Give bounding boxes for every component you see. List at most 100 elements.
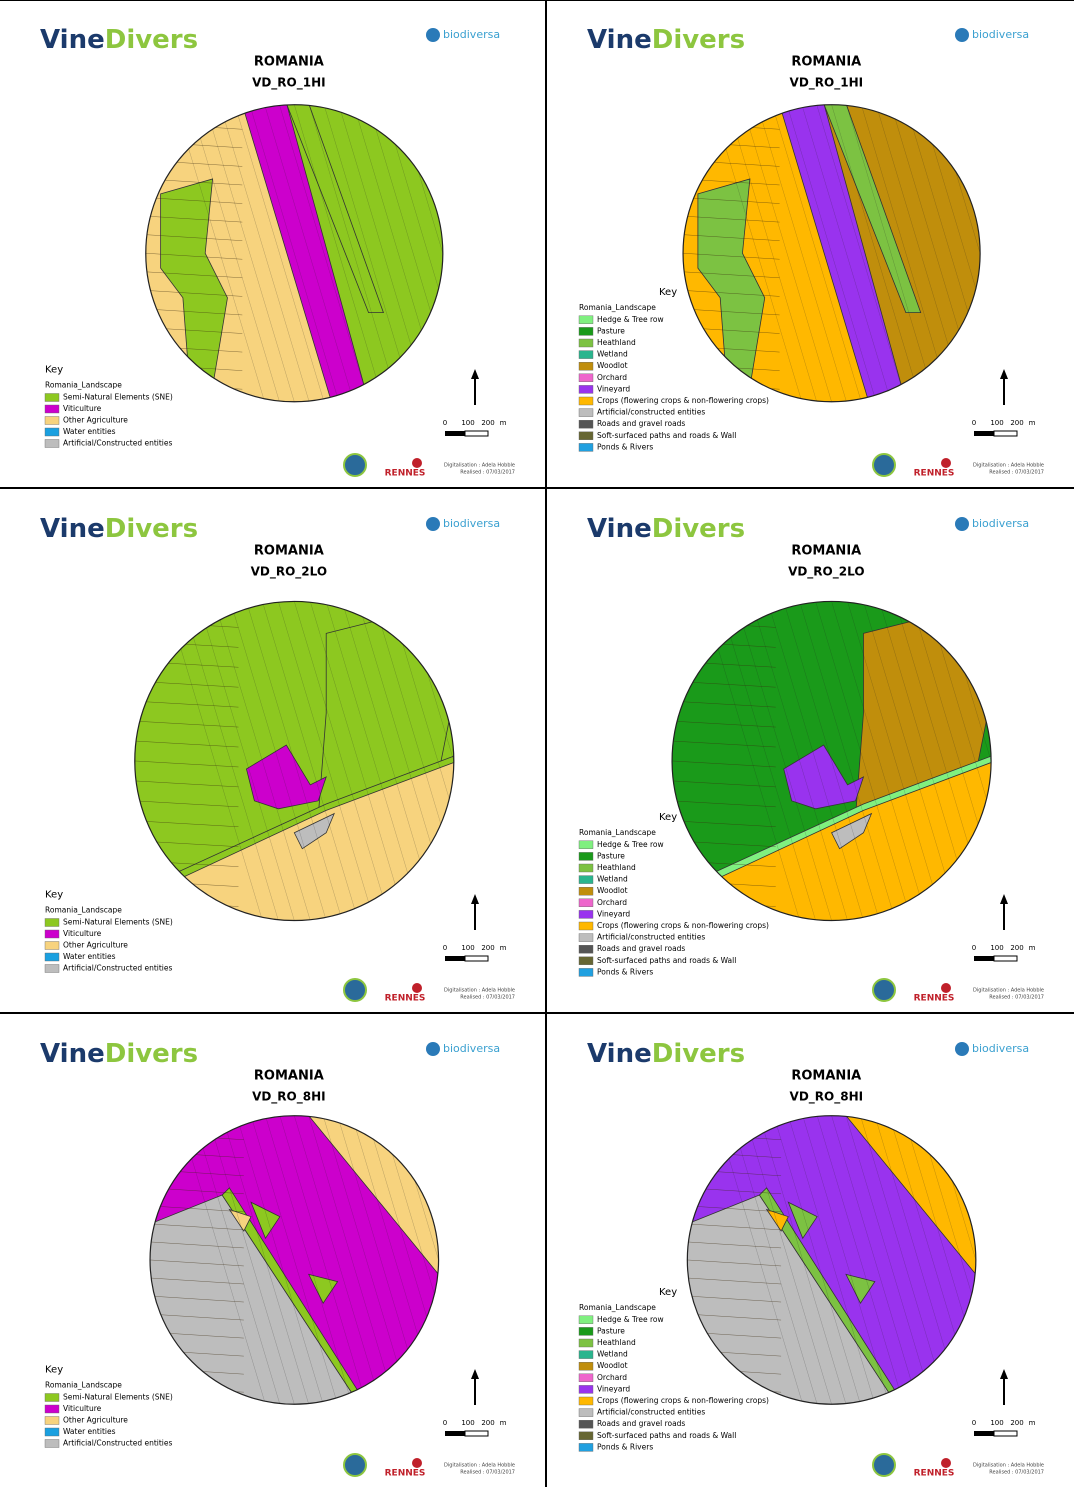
legend-swatch bbox=[578, 350, 594, 359]
legend-label: Wetland bbox=[597, 350, 628, 359]
legend-label: Soft-surfaced paths and roads & Wall bbox=[597, 431, 736, 440]
parcel-boundary bbox=[672, 780, 776, 788]
land-parcel bbox=[758, 1187, 905, 1405]
scale-label: 0 bbox=[443, 944, 447, 952]
parcel-boundary bbox=[326, 601, 423, 921]
legend-swatch bbox=[44, 929, 60, 939]
legend-label: Wetland bbox=[597, 1350, 628, 1359]
parcel-boundary bbox=[219, 104, 310, 402]
parcel-boundary bbox=[230, 601, 327, 921]
parcel-boundary bbox=[786, 104, 877, 402]
legend-swatch bbox=[578, 1385, 594, 1394]
credit: Digitalisation : Adela Hobble bbox=[444, 988, 515, 994]
parcel-boundary bbox=[246, 601, 343, 921]
scale-label: 100 bbox=[990, 944, 1003, 952]
scale-label: m bbox=[500, 1419, 507, 1427]
legend-swatch bbox=[578, 1315, 594, 1324]
credit: Digitalisation : Adela Hobble bbox=[444, 1463, 515, 1469]
legend-label: Ponds & Rivers bbox=[597, 442, 653, 451]
key-title: Key bbox=[45, 890, 63, 901]
university-emblem bbox=[412, 1458, 422, 1468]
divider bbox=[545, 0, 547, 1487]
university-name: RENNES bbox=[914, 1469, 955, 1479]
parcel-boundary bbox=[683, 234, 780, 241]
scale-bar bbox=[993, 955, 1018, 962]
parcel-boundary bbox=[294, 104, 384, 402]
parcel-boundary bbox=[221, 1115, 309, 1405]
legend-swatch bbox=[578, 1396, 594, 1406]
parcel-boundary bbox=[145, 215, 243, 223]
parcel-boundary bbox=[150, 1205, 244, 1213]
parcel-boundary bbox=[380, 1115, 439, 1405]
legend-label: Other Agriculture bbox=[63, 416, 128, 425]
legend-label: Hedge & Tree row bbox=[597, 840, 664, 849]
scale-label: m bbox=[1029, 419, 1036, 427]
land-parcel bbox=[221, 1187, 368, 1405]
logo: VineDivers bbox=[40, 514, 198, 544]
parcel-boundary bbox=[204, 104, 295, 402]
university-emblem bbox=[941, 983, 951, 993]
key-title: Key bbox=[659, 1287, 677, 1298]
partner-name: biodiversa bbox=[443, 28, 500, 41]
logo-vine: Vine bbox=[587, 514, 652, 544]
legend-label: Semi-Natural Elements (SNE) bbox=[63, 1393, 173, 1402]
site-code: VD_RO_8HI bbox=[790, 1090, 864, 1105]
parcel-boundary bbox=[715, 1115, 803, 1405]
scale-label: 200 bbox=[1010, 419, 1023, 427]
parcel-boundary bbox=[145, 197, 243, 204]
scale-bar bbox=[974, 956, 994, 961]
scale-label: 0 bbox=[972, 419, 976, 427]
partner-name: biodiversa bbox=[443, 517, 500, 530]
key-layer: Romania_Landscape bbox=[45, 906, 122, 915]
parcel-boundary bbox=[145, 234, 243, 241]
parcel-boundary bbox=[150, 1223, 244, 1231]
parcel-boundary bbox=[150, 1259, 244, 1267]
parcel-boundary bbox=[816, 1115, 904, 1405]
site-code: VD_RO_1HI bbox=[252, 76, 326, 91]
parcel-boundary bbox=[730, 1115, 818, 1405]
parcel-boundary bbox=[920, 104, 981, 402]
legend-swatch bbox=[44, 416, 60, 425]
scale-label: m bbox=[1029, 1419, 1036, 1427]
legend-swatch bbox=[44, 1404, 60, 1414]
logo: VineDivers bbox=[587, 514, 745, 544]
parcel-boundary bbox=[911, 601, 992, 921]
parcel-boundary bbox=[687, 1295, 782, 1303]
panel: VineDivers biodiversa ROMANIA VD_RO_8HI Key R… bbox=[40, 1039, 515, 1479]
parcel-boundary bbox=[687, 1115, 782, 1122]
parcel-boundary bbox=[145, 252, 243, 260]
site-code: VD_RO_2LO bbox=[251, 565, 327, 580]
site-code: VD_RO_8HI bbox=[252, 1090, 326, 1105]
legend-swatch bbox=[578, 443, 594, 452]
land-parcel bbox=[823, 104, 922, 314]
parcel-boundary bbox=[234, 104, 325, 402]
parcel-boundary bbox=[801, 104, 892, 402]
scale-label: 0 bbox=[443, 1419, 447, 1427]
legend-label: Soft-surfaced paths and roads & Wall bbox=[597, 956, 736, 965]
parcel-boundary bbox=[322, 1115, 410, 1405]
university-name: RENNES bbox=[385, 469, 426, 479]
parcel-boundary bbox=[323, 104, 414, 402]
scale-label: 0 bbox=[972, 1419, 976, 1427]
key-layer: Romania_Landscape bbox=[579, 1303, 656, 1312]
parcel-boundary bbox=[683, 215, 780, 223]
credit: Digitalisation : Adela Hobble bbox=[973, 988, 1044, 994]
north-arrow-head bbox=[471, 1369, 479, 1379]
parcel-boundary bbox=[846, 104, 936, 402]
parcel-boundary bbox=[190, 104, 280, 402]
north-arrow-head bbox=[1000, 369, 1008, 379]
parcel-boundary bbox=[815, 601, 912, 921]
parcel-boundary bbox=[150, 1241, 244, 1249]
land-parcel bbox=[250, 1201, 281, 1240]
legend-label: Viticulture bbox=[63, 1404, 102, 1413]
parcel-boundary bbox=[145, 104, 243, 111]
legend-label: Woodlot bbox=[597, 361, 628, 370]
logo-divers: Divers bbox=[652, 1039, 745, 1069]
legend-swatch bbox=[578, 956, 594, 965]
legend-label: Woodlot bbox=[597, 1361, 628, 1370]
legend-label: Roads and gravel roads bbox=[597, 419, 685, 428]
parcel-boundary bbox=[799, 601, 896, 921]
partner-name: biodiversa bbox=[972, 517, 1029, 530]
legend-swatch bbox=[578, 431, 594, 440]
